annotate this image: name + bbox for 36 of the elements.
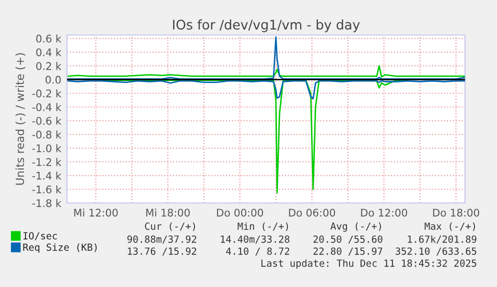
text: 13.76 /15.92 bbox=[128, 247, 196, 256]
y-tick-label: 0.0 bbox=[46, 76, 61, 84]
y-tick-label: -0.8 k bbox=[32, 130, 62, 139]
chart-title: IOs for /dev/vg1/vm - by day bbox=[173, 19, 360, 32]
x-tick-label: Do 00:00 bbox=[217, 208, 264, 217]
y-tick-label: -1.8 k bbox=[32, 199, 62, 208]
text: Max (-/+) bbox=[424, 222, 475, 231]
x-tick-label: Mi 12:00 bbox=[74, 208, 118, 217]
text: Min (-/+) bbox=[238, 222, 288, 231]
text: 4.10 / 8.72 bbox=[226, 247, 290, 256]
legend-label: Req Size (KB) bbox=[23, 243, 97, 253]
x-tick-label: Do 12:00 bbox=[361, 208, 408, 217]
text: Cur (-/+) bbox=[144, 222, 195, 231]
y-tick-label: -1.6 k bbox=[32, 185, 62, 194]
text: 14.40m/33.28 bbox=[220, 235, 290, 244]
text: 1.67k/201.89 bbox=[408, 235, 476, 244]
y-tick-label: -0.6 k bbox=[32, 116, 62, 125]
y-tick-label: -0.4 k bbox=[32, 103, 62, 112]
text: 352.10 /633.65 bbox=[396, 247, 476, 256]
text: 22.80 /15.97 bbox=[313, 247, 382, 256]
legend-label: IO/sec bbox=[24, 232, 57, 240]
y-tick-label: -1.4 k bbox=[32, 172, 62, 180]
y-tick-label: 0.6 k bbox=[36, 34, 62, 43]
x-tick-label: Do 18:00 bbox=[433, 208, 480, 217]
y-tick-label: -1.2 k bbox=[32, 158, 62, 166]
y-tick-label: -1.0 k bbox=[32, 144, 62, 152]
text: Avg (-/+) bbox=[330, 222, 381, 232]
x-tick-label: Mi 18:00 bbox=[146, 208, 190, 217]
y-axis-title: Units read (-) / write (+) bbox=[15, 53, 26, 185]
y-tick-label: 0.2 k bbox=[36, 62, 62, 70]
y-tick-label: 0.4 k bbox=[36, 48, 62, 56]
text: Last update: Thu Dec 11 18:45:32 2025 bbox=[261, 259, 476, 269]
text: 20.50 /55.60 bbox=[313, 235, 382, 244]
x-tick-label: Do 06:00 bbox=[289, 208, 336, 217]
text: 90.88m/37.92 bbox=[127, 235, 196, 244]
y-tick-label: -0.2 k bbox=[32, 89, 62, 98]
